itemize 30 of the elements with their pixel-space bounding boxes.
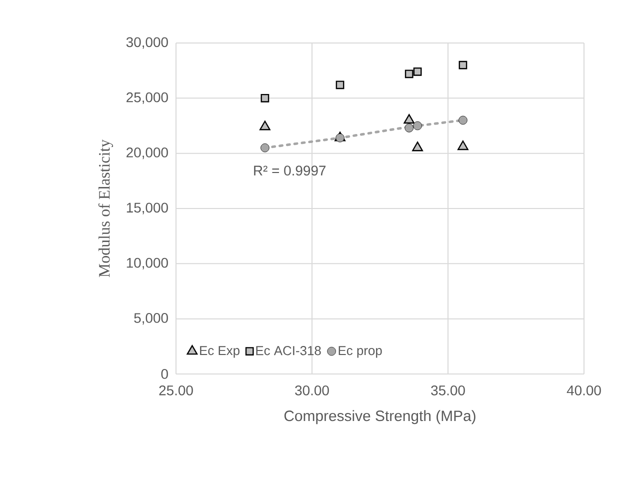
y-tick-label: 0: [161, 369, 168, 379]
y-tick-label: 30,000: [126, 37, 168, 49]
point: [412, 142, 423, 152]
x-axis-title: Compressive Strength (MPa): [284, 410, 476, 424]
legend-label: Ec Exp: [200, 346, 240, 358]
point: [336, 80, 344, 90]
y-tick-label: 5,000: [134, 313, 168, 325]
legend-label: Ec ACI-318: [256, 346, 321, 356]
point: [458, 116, 468, 125]
x-tick-label: 30.00: [295, 385, 329, 396]
point: [413, 67, 422, 76]
y-tick-label: 15,000: [126, 202, 168, 214]
y-tick-label: 10,000: [126, 258, 168, 270]
point: [413, 121, 422, 130]
legend-label: Ec prop: [338, 346, 382, 358]
point: [404, 124, 414, 132]
x-tick-label: 25.00: [159, 385, 193, 396]
x-tick-label: 35.00: [431, 385, 465, 396]
x-tick-label: 40.00: [566, 385, 601, 396]
annotation: R² = 0.9997: [254, 166, 326, 176]
y-tick-label: 20,000: [126, 148, 168, 160]
point: [260, 94, 270, 102]
point: [260, 143, 270, 152]
point: [404, 70, 414, 78]
point: [260, 120, 270, 130]
point: [458, 140, 468, 150]
y-axis-title: Modulus of Elasticity: [98, 139, 114, 278]
point: [458, 60, 468, 70]
y-tick-label: 25,000: [126, 92, 168, 104]
point: [404, 114, 415, 124]
